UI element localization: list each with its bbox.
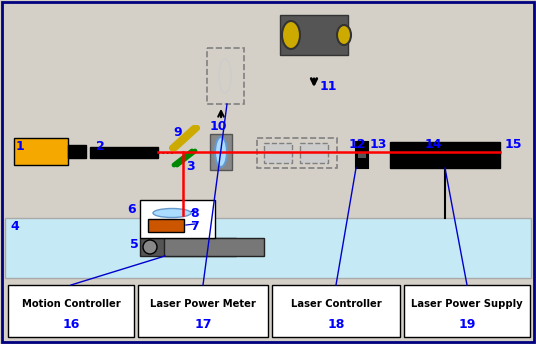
- Bar: [390, 142, 500, 168]
- Text: 6: 6: [127, 203, 136, 216]
- Ellipse shape: [215, 137, 227, 167]
- Text: 18: 18: [327, 319, 345, 332]
- Ellipse shape: [282, 21, 300, 49]
- Ellipse shape: [143, 240, 157, 254]
- Text: 7: 7: [190, 220, 199, 233]
- Text: 15: 15: [505, 138, 523, 151]
- Bar: [140, 238, 236, 256]
- Text: 10: 10: [210, 120, 227, 133]
- Bar: [164, 238, 264, 256]
- Bar: [148, 219, 184, 232]
- Text: 13: 13: [370, 138, 388, 151]
- Bar: [272, 285, 400, 337]
- Bar: [14, 138, 68, 165]
- Text: Motion Controller: Motion Controller: [21, 299, 121, 309]
- Bar: [300, 143, 328, 163]
- Text: 5: 5: [130, 238, 139, 251]
- Bar: [356, 142, 368, 168]
- Text: 2: 2: [96, 140, 105, 153]
- Text: 1: 1: [16, 140, 25, 153]
- Text: 14: 14: [425, 138, 443, 151]
- Bar: [280, 15, 348, 55]
- Bar: [90, 147, 158, 158]
- Bar: [264, 143, 292, 163]
- Text: 9: 9: [173, 126, 182, 139]
- Text: 8: 8: [190, 207, 199, 220]
- Bar: [207, 48, 244, 104]
- Bar: [8, 285, 134, 337]
- Bar: [68, 145, 86, 158]
- Text: 19: 19: [458, 319, 475, 332]
- Bar: [358, 152, 366, 158]
- Text: 3: 3: [186, 160, 195, 173]
- Bar: [5, 218, 531, 278]
- Text: 4: 4: [10, 220, 19, 233]
- Bar: [210, 134, 232, 170]
- Text: Laser Power Supply: Laser Power Supply: [411, 299, 523, 309]
- Bar: [138, 285, 268, 337]
- Text: Laser Power Meter: Laser Power Meter: [150, 299, 256, 309]
- Text: 16: 16: [62, 319, 80, 332]
- Bar: [257, 138, 337, 168]
- Text: Laser Controller: Laser Controller: [291, 299, 382, 309]
- Ellipse shape: [337, 25, 351, 45]
- Text: 11: 11: [320, 80, 338, 93]
- Text: 17: 17: [194, 319, 212, 332]
- Bar: [404, 285, 530, 337]
- Text: 12: 12: [349, 138, 367, 151]
- Ellipse shape: [153, 208, 191, 217]
- Bar: [140, 200, 215, 238]
